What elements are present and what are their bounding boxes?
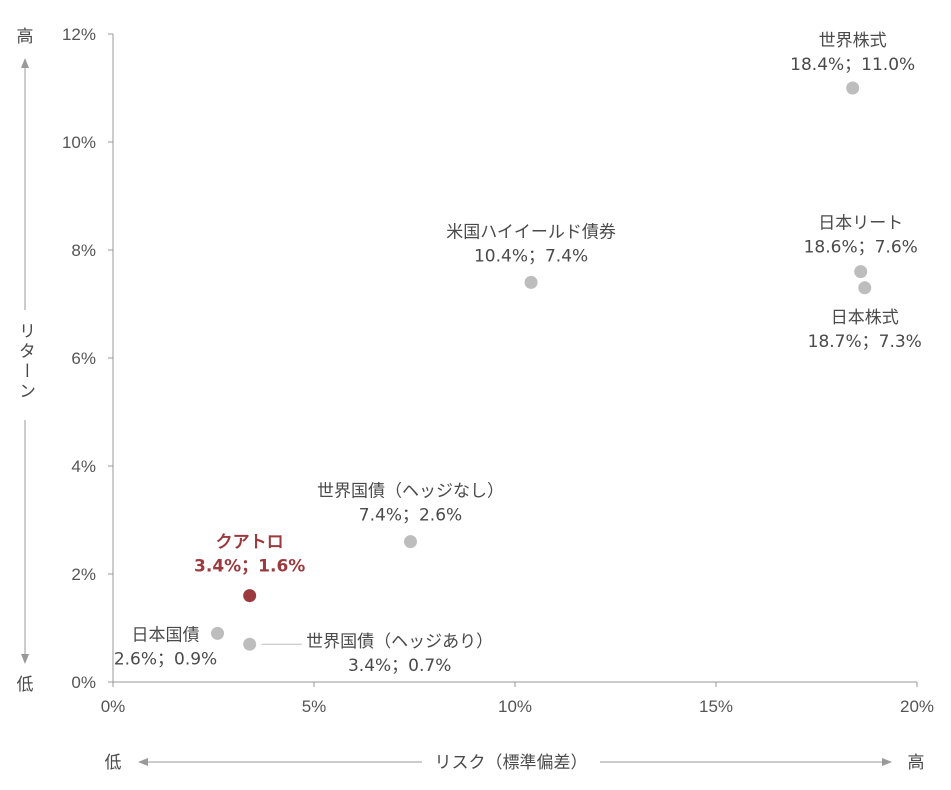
point-us-high-yield — [524, 275, 538, 289]
x-tick-label: 15% — [699, 697, 733, 716]
point-world-equity — [846, 81, 860, 95]
y-high-label: 高 — [17, 27, 34, 47]
point-name-world-bond-unhedged: 世界国債（ヘッジなし） — [317, 482, 504, 502]
axes — [108, 33, 918, 687]
point-name-japan-equity: 日本株式 — [831, 308, 899, 328]
x-tick-label: 20% — [900, 697, 934, 716]
point-name-japan-reit: 日本リート — [818, 214, 903, 234]
point-value-japan-reit: 18.6%；7.6% — [804, 238, 918, 258]
point-name-world-bond-hedged: 世界国債（ヘッジあり） — [306, 632, 493, 652]
y-low-label: 低 — [17, 675, 34, 695]
data-points — [211, 81, 872, 651]
x-axis-title: リスク（標準偏差） — [435, 753, 588, 773]
point-world-bond-hedged — [243, 637, 257, 651]
point-name-quattro: クアトロ — [216, 533, 284, 553]
point-labels: 世界株式 18.4%；11.0% 米国ハイイールド債券 10.4%；7.4% 日本リート… — [114, 31, 922, 676]
y-tick-label: 8% — [71, 241, 96, 260]
point-value-quattro: 3.4%；1.6% — [194, 557, 305, 577]
point-japan-equity — [858, 281, 872, 295]
x-tick-label: 5% — [302, 697, 327, 716]
y-arrow-down-head — [21, 654, 29, 664]
point-name-us-high-yield: 米国ハイイールド債券 — [446, 222, 616, 242]
y-tick-label: 0% — [71, 673, 96, 692]
x-tick-label: 0% — [101, 697, 126, 716]
y-axis-title: リターン — [15, 322, 35, 402]
point-quattro — [243, 589, 257, 603]
y-tick-label: 10% — [62, 133, 96, 152]
point-value-world-bond-hedged: 3.4%；0.7% — [348, 656, 451, 676]
x-tick-label: 10% — [498, 697, 532, 716]
point-value-us-high-yield: 10.4%；7.4% — [474, 246, 588, 266]
x-high-label: 高 — [908, 753, 925, 773]
point-value-world-bond-unhedged: 7.4%；2.6% — [359, 506, 462, 526]
y-tick-label: 2% — [71, 565, 96, 584]
point-value-japan-bond: 2.6%；0.9% — [114, 649, 217, 669]
x-low-label: 低 — [105, 753, 122, 773]
point-value-world-equity: 18.4%；11.0% — [790, 55, 915, 75]
y-tick-label: 4% — [71, 457, 96, 476]
x-arrow-left-head — [138, 758, 148, 766]
point-world-bond-unhedged — [403, 535, 417, 549]
point-value-japan-equity: 18.7%；7.3% — [808, 332, 922, 352]
y-arrow-up-head — [21, 58, 29, 68]
point-japan-reit — [854, 265, 868, 279]
point-name-world-equity: 世界株式 — [819, 31, 887, 51]
point-japan-bond — [211, 626, 225, 640]
x-arrow-right-head — [882, 758, 892, 766]
tick-labels: 0% 2% 4% 6% 8% 10% 12% 0% 5% 10% 15% 20% — [62, 25, 934, 716]
y-tick-label: 12% — [62, 25, 96, 44]
point-name-japan-bond: 日本国債 — [132, 625, 200, 645]
y-tick-label: 6% — [71, 349, 96, 368]
